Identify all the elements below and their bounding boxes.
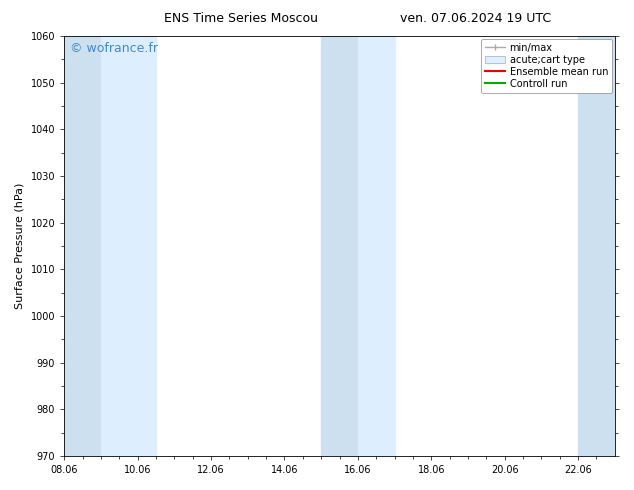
Bar: [64, 36, 101, 456]
Bar: [321, 36, 358, 456]
Text: ven. 07.06.2024 19 UTC: ven. 07.06.2024 19 UTC: [400, 12, 551, 25]
Text: ENS Time Series Moscou: ENS Time Series Moscou: [164, 12, 318, 25]
Text: © wofrance.fr: © wofrance.fr: [70, 43, 158, 55]
Bar: [101, 36, 156, 456]
Bar: [358, 36, 394, 456]
Y-axis label: Surface Pressure (hPa): Surface Pressure (hPa): [15, 183, 25, 309]
Bar: [578, 36, 615, 456]
Legend: min/max, acute;cart type, Ensemble mean run, Controll run: min/max, acute;cart type, Ensemble mean …: [481, 39, 612, 93]
